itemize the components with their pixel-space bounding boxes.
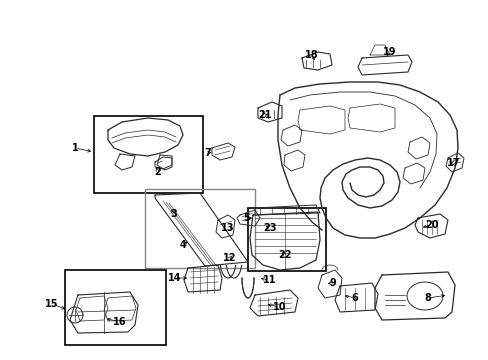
Text: 5: 5 — [243, 213, 250, 223]
Text: 17: 17 — [447, 158, 460, 168]
Text: 7: 7 — [204, 148, 211, 158]
Text: 20: 20 — [425, 220, 438, 230]
Text: 22: 22 — [278, 250, 291, 260]
Bar — [65, 270, 165, 345]
Text: 21: 21 — [258, 110, 271, 120]
Text: 10: 10 — [273, 302, 286, 312]
Text: 15: 15 — [45, 299, 59, 309]
Text: 12: 12 — [223, 253, 236, 263]
Text: 19: 19 — [383, 47, 396, 57]
Text: 1: 1 — [71, 143, 78, 153]
Text: 3: 3 — [170, 209, 177, 219]
Bar — [145, 189, 254, 268]
Text: 14: 14 — [168, 273, 182, 283]
Text: 4: 4 — [179, 240, 186, 250]
Text: 13: 13 — [221, 223, 234, 233]
Bar — [94, 116, 203, 193]
Text: 9: 9 — [329, 278, 336, 288]
Text: 16: 16 — [113, 317, 126, 327]
Text: 23: 23 — [263, 223, 276, 233]
Bar — [247, 208, 325, 271]
Text: 18: 18 — [305, 50, 318, 60]
Text: 8: 8 — [424, 293, 430, 303]
Text: 2: 2 — [154, 167, 161, 177]
Text: 11: 11 — [263, 275, 276, 285]
Text: 6: 6 — [351, 293, 358, 303]
